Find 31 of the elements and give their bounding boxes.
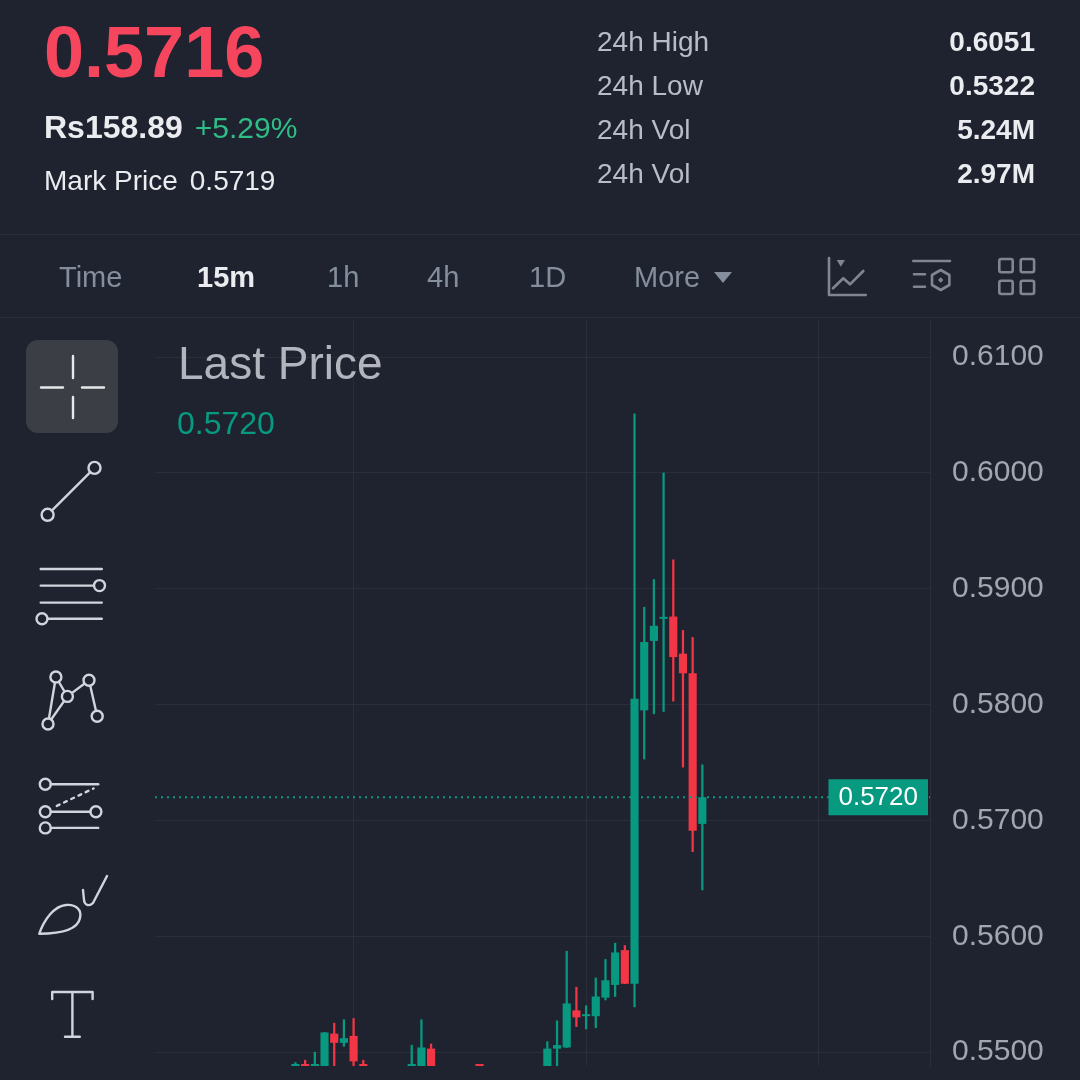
candlestick [659,472,668,712]
text: Mark Price [44,165,178,196]
text: 0.5719 [189,165,276,196]
text: 1D [529,261,567,293]
text: 5.24M [957,114,1035,145]
y-tick-label: 0.5900 [952,570,1044,604]
text: Rs158.89 [44,109,183,145]
candlestick [572,986,581,1027]
text: 24h High [597,26,710,57]
y-tick-label: 0.5700 [952,801,1044,835]
text: 24h Vol [597,158,691,189]
text: 0.6051 [949,26,1035,57]
text: 0.5322 [949,70,1035,101]
y-tick-label: 0.6000 [952,454,1044,488]
y-tick-label: 0.5500 [952,1033,1044,1067]
text: 24h Vol [597,114,691,145]
annotation: 0.5720 [177,405,275,441]
text: +5.29% [194,111,298,144]
chart-title: Last Price [178,337,383,389]
y-tick-label: 0.6100 [952,338,1044,372]
text: 0.5716 [44,12,265,92]
text: 15m [197,261,256,293]
ref-line-label: 0.5720 [838,781,918,812]
y-tick-label: 0.5600 [952,917,1044,951]
text: 1h [327,261,360,293]
text: More [634,261,701,293]
text: 24h Low [597,70,703,101]
y-tick-label: 0.5800 [952,685,1044,719]
text: Time [59,261,123,293]
text: 4h [427,261,460,293]
text: 2.97M [957,158,1035,189]
